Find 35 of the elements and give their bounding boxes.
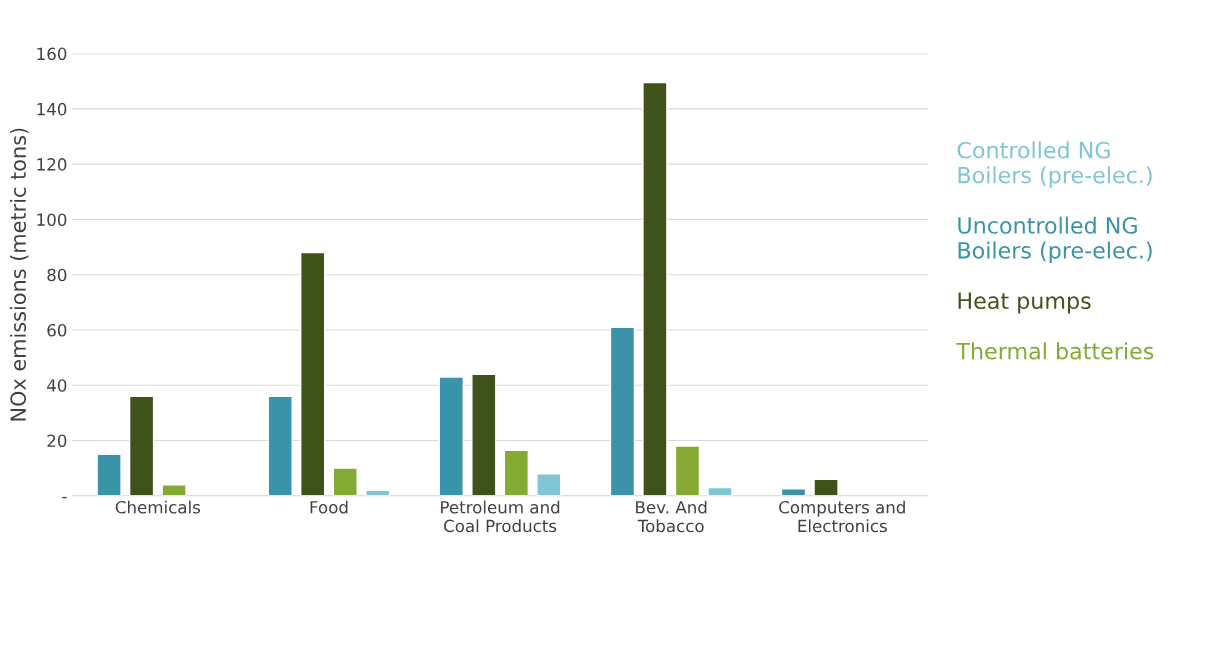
bar xyxy=(674,445,701,496)
bar xyxy=(128,395,155,496)
bar xyxy=(332,467,358,496)
x-tick-label: Chemicals xyxy=(115,500,201,514)
bar xyxy=(642,81,668,496)
x-tick-label: Petroleum and Coal Products xyxy=(441,500,560,533)
bar xyxy=(300,251,326,496)
x-tick-label: Bev. And Tobacco xyxy=(636,500,707,533)
bar xyxy=(96,453,122,496)
y-tick-label: 20 xyxy=(47,434,67,448)
y-tick-label: 100 xyxy=(37,213,67,226)
text: Controlled NG Boilers (pre-elec.) xyxy=(957,141,1152,188)
y-tick-label: 40 xyxy=(47,379,67,392)
y-tick-label: 80 xyxy=(47,268,67,282)
x-tick-label: Computers and Electronics xyxy=(779,500,905,533)
text: Uncontrolled NG Boilers (pre-elec.) xyxy=(958,216,1152,264)
bar xyxy=(707,486,733,496)
bar xyxy=(267,395,293,496)
y-tick-label: 140 xyxy=(37,102,67,116)
bar xyxy=(780,488,807,496)
text: Heat pumps xyxy=(958,292,1091,314)
bar xyxy=(471,373,497,496)
bar xyxy=(161,484,187,496)
bar xyxy=(503,449,530,496)
bar xyxy=(438,376,464,496)
y-tick-label: 60 xyxy=(47,323,67,337)
bar xyxy=(609,326,636,496)
y-tick-label: - xyxy=(62,496,67,499)
text: Thermal batteries xyxy=(956,342,1154,360)
bar xyxy=(536,472,562,496)
bar xyxy=(813,478,839,496)
y-tick-label: 120 xyxy=(37,158,67,171)
y-tick-label: 160 xyxy=(37,47,67,61)
x-tick-label: Food xyxy=(310,500,348,514)
y-axis-title: NOx emissions (metric tons) xyxy=(9,128,29,421)
